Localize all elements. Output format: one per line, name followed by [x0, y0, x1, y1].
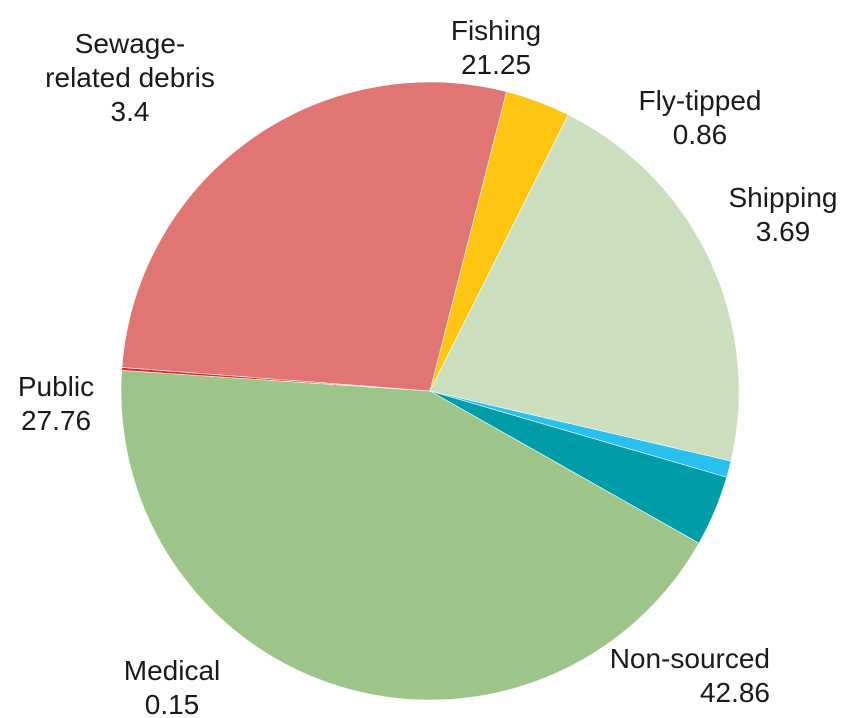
pie-value-label: 21.25: [461, 49, 531, 80]
pie-value-label: 3.69: [756, 216, 811, 247]
pie-value-label: 0.86: [673, 119, 728, 150]
pie-category-label: Fly-tipped: [639, 85, 762, 116]
pie-slice-public: [121, 81, 507, 392]
pie-slice-non-sourced: [120, 369, 700, 701]
pie-slice-fishing: [429, 114, 740, 462]
pie-category-label: Public: [18, 371, 94, 402]
pie-value-label: 3.4: [111, 96, 150, 127]
pie-category-label: Sewage-: [75, 28, 186, 59]
pie-category-label: Medical: [124, 655, 220, 686]
pie-slice-shipping: [429, 390, 728, 544]
pie-label-medical: Medical 0.15: [124, 655, 220, 718]
pie-category-label: Non-sourced: [610, 643, 770, 674]
pie-value-label: 42.86: [700, 677, 770, 708]
pie-value-label: 27.76: [21, 405, 91, 436]
pie-category-label: related debris: [45, 62, 215, 93]
pie-slices: [120, 81, 740, 701]
pie-category-label: Shipping: [729, 182, 838, 213]
pie-category-label: Fishing: [451, 15, 541, 46]
pie-value-label: 0.15: [145, 689, 200, 718]
